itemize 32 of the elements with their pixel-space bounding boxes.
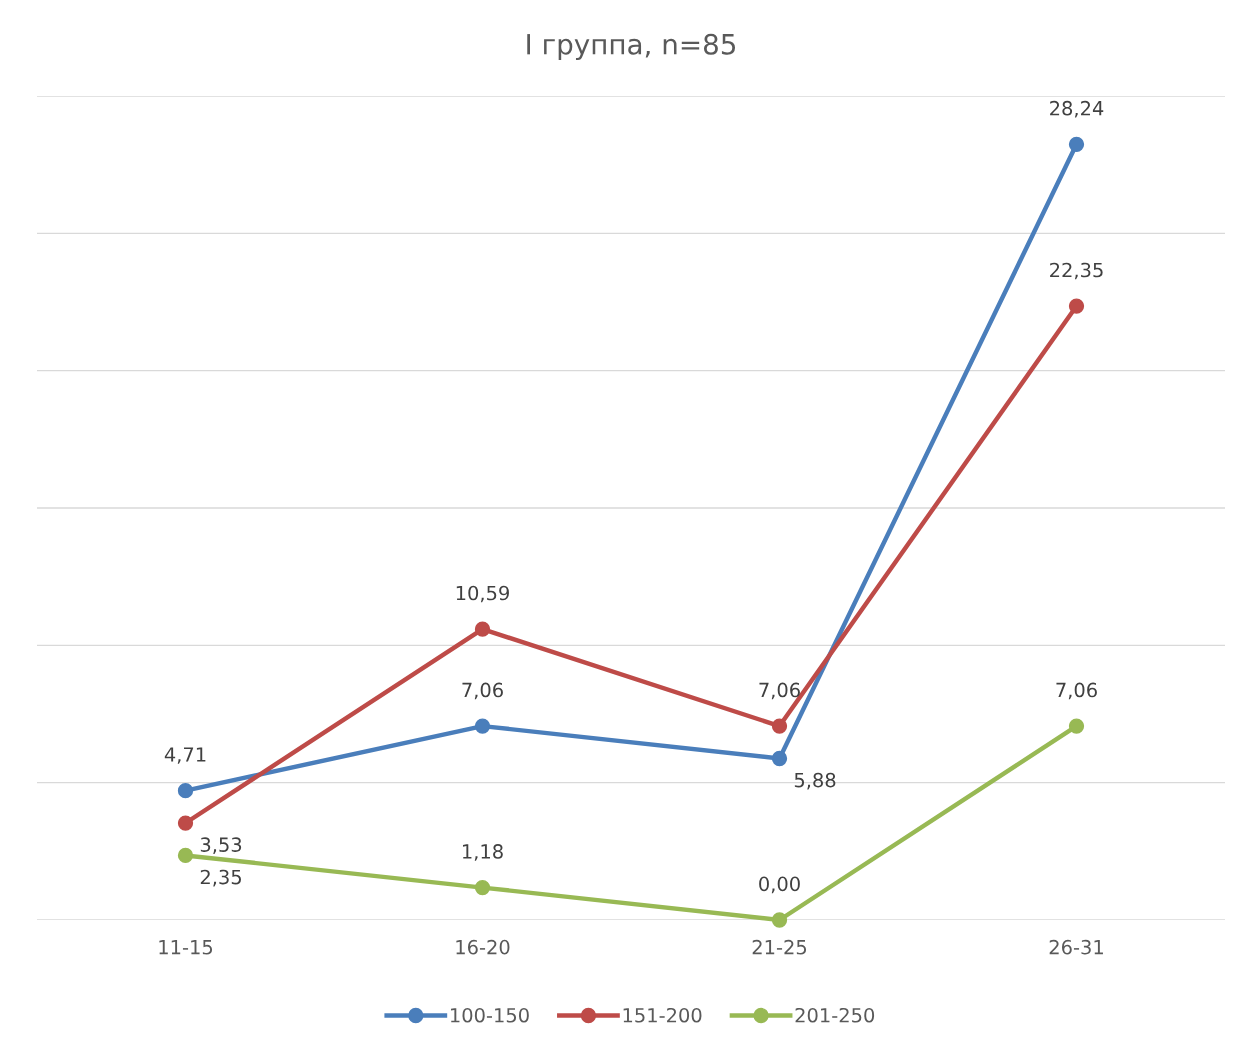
x-tick-label: 16-20: [456, 939, 510, 955]
point: [1068, 718, 1085, 734]
chart-title: I группа, n=85: [527, 33, 736, 61]
data-label: 7,06: [759, 682, 800, 700]
point: [474, 718, 491, 734]
point: [1068, 136, 1085, 152]
data-label: 7,06: [462, 682, 503, 700]
data-label: 2,35: [200, 869, 241, 887]
legend-label: 151-200: [623, 1007, 702, 1023]
data-label: 7,06: [1056, 682, 1097, 700]
data-label: 4,71: [164, 747, 206, 764]
legend-label: 201-250: [795, 1007, 875, 1023]
point: [474, 879, 491, 896]
point: [177, 782, 194, 799]
data-label: 1,18: [462, 844, 503, 861]
point: [771, 912, 788, 928]
data-label: 28,24: [1050, 100, 1104, 118]
x-tick-label: 11-15: [159, 940, 213, 955]
data-label: 22,35: [1050, 262, 1103, 280]
data-label: 5,88: [794, 772, 836, 790]
point: [177, 847, 194, 864]
x-tick-label: 26-31: [1049, 939, 1103, 955]
data-label: 0,00: [759, 876, 800, 894]
data-label: 3,53: [200, 837, 242, 854]
data-label: 10,59: [456, 585, 509, 603]
legend-label: 100-150: [450, 1007, 529, 1023]
point: [771, 718, 788, 734]
point: [1068, 298, 1085, 314]
point: [771, 750, 788, 767]
x-tick-label: 21-25: [752, 939, 807, 955]
point: [474, 621, 491, 637]
point: [177, 815, 194, 831]
